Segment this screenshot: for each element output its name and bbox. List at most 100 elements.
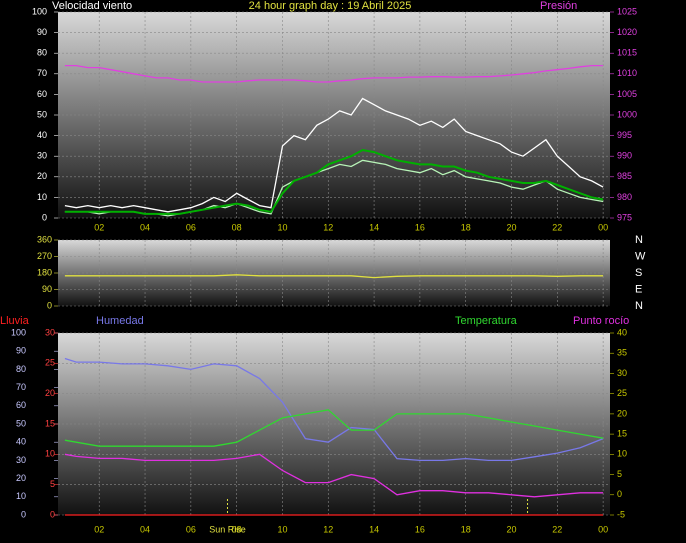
y-tick-label: N bbox=[635, 300, 643, 312]
y-tick-label: 0 bbox=[47, 300, 52, 310]
y-tick-label: 80 bbox=[16, 364, 26, 374]
y-tick-label: 70 bbox=[37, 68, 47, 78]
y-tick-label: 20 bbox=[37, 171, 47, 181]
y-tick-label: 20 bbox=[617, 408, 627, 418]
series-line bbox=[64, 409, 604, 447]
x-tick-label: 20 bbox=[507, 524, 517, 534]
y-tick-label: W bbox=[635, 250, 646, 262]
y-tick-label: N bbox=[635, 234, 643, 246]
y-tick-label: 90 bbox=[37, 27, 47, 37]
x-tick-label: 22 bbox=[552, 222, 562, 232]
y-tick-label: -5 bbox=[617, 509, 625, 519]
y-tick-label: 10 bbox=[617, 449, 627, 459]
y-tick-label: 1000 bbox=[617, 109, 637, 119]
x-tick-label: 00 bbox=[598, 222, 608, 232]
y-tick-label: 995 bbox=[617, 130, 632, 140]
y-tick-label: 15 bbox=[617, 428, 627, 438]
x-tick-label: 14 bbox=[369, 222, 379, 232]
y-tick-label: 50 bbox=[16, 418, 26, 428]
y-tick-label: 270 bbox=[37, 251, 52, 261]
y-tick-label: 60 bbox=[16, 400, 26, 410]
y-tick-label: 1025 bbox=[617, 6, 637, 16]
x-tick-label: 08 bbox=[232, 222, 242, 232]
y-tick-label: 1005 bbox=[617, 89, 637, 99]
legend-label: Lluvia bbox=[0, 315, 30, 327]
x-tick-label: 08 bbox=[232, 524, 242, 534]
y-tick-label: 30 bbox=[617, 368, 627, 378]
y-tick-label: 40 bbox=[617, 327, 627, 337]
y-tick-label: 980 bbox=[617, 192, 632, 202]
y-tick-label: 60 bbox=[37, 89, 47, 99]
y-tick-label: 40 bbox=[16, 437, 26, 447]
legend-label: Humedad bbox=[96, 315, 144, 327]
y-tick-label: 25 bbox=[45, 358, 55, 368]
y-tick-label: 0 bbox=[617, 489, 622, 499]
x-tick-label: 16 bbox=[415, 524, 425, 534]
series-line bbox=[64, 274, 604, 279]
y-tick-label: 30 bbox=[45, 327, 55, 337]
x-tick-label: 18 bbox=[461, 524, 471, 534]
y-tick-label: 10 bbox=[37, 192, 47, 202]
y-tick-label: 5 bbox=[617, 469, 622, 479]
x-tick-label: 16 bbox=[415, 222, 425, 232]
x-tick-label: 10 bbox=[277, 222, 287, 232]
legend-label: Temperatura bbox=[455, 315, 518, 327]
series-line bbox=[64, 357, 604, 462]
y-tick-label: 0 bbox=[50, 509, 55, 519]
y-tick-label: 70 bbox=[16, 382, 26, 392]
axis-label: Presión bbox=[540, 0, 577, 12]
y-tick-label: 80 bbox=[37, 48, 47, 58]
y-tick-label: 10 bbox=[45, 449, 55, 459]
x-tick-label: 20 bbox=[507, 222, 517, 232]
x-tick-label: 02 bbox=[94, 222, 104, 232]
axis-label: Velocidad viento bbox=[52, 0, 132, 12]
y-tick-label: 0 bbox=[21, 509, 26, 519]
y-tick-label: 20 bbox=[16, 473, 26, 483]
series-line bbox=[64, 64, 604, 83]
y-tick-label: 180 bbox=[37, 267, 52, 277]
x-tick-label: 10 bbox=[277, 524, 287, 534]
x-tick-label: 18 bbox=[461, 222, 471, 232]
y-tick-label: 985 bbox=[617, 171, 632, 181]
y-tick-label: 20 bbox=[45, 388, 55, 398]
y-tick-label: 1010 bbox=[617, 68, 637, 78]
y-tick-label: S bbox=[635, 267, 642, 279]
y-tick-label: 40 bbox=[37, 130, 47, 140]
y-tick-label: E bbox=[635, 283, 642, 295]
series-line bbox=[64, 453, 604, 498]
series-line bbox=[64, 97, 604, 213]
x-tick-label: 04 bbox=[140, 524, 150, 534]
chart-title: 24 hour graph day : 19 Abril 2025 bbox=[249, 0, 412, 12]
y-tick-label: 35 bbox=[617, 348, 627, 358]
x-tick-label: 00 bbox=[598, 524, 608, 534]
y-tick-label: 100 bbox=[11, 327, 26, 337]
y-tick-label: 30 bbox=[16, 455, 26, 465]
legend-label: Punto rocío bbox=[573, 315, 629, 327]
marker-label: Sun Rise bbox=[209, 524, 246, 534]
y-tick-label: 990 bbox=[617, 151, 632, 161]
y-tick-label: 975 bbox=[617, 212, 632, 222]
y-tick-label: 1020 bbox=[617, 27, 637, 37]
x-tick-label: 12 bbox=[323, 524, 333, 534]
x-tick-label: 04 bbox=[140, 222, 150, 232]
y-tick-label: 10 bbox=[16, 491, 26, 501]
y-tick-label: 50 bbox=[37, 109, 47, 119]
y-tick-label: 360 bbox=[37, 234, 52, 244]
x-tick-label: 12 bbox=[323, 222, 333, 232]
y-tick-label: 30 bbox=[37, 151, 47, 161]
x-tick-label: 06 bbox=[186, 222, 196, 232]
series-line bbox=[64, 148, 604, 215]
y-tick-label: 5 bbox=[50, 479, 55, 489]
y-tick-label: 1015 bbox=[617, 48, 637, 58]
y-tick-label: 90 bbox=[42, 284, 52, 294]
y-tick-label: 100 bbox=[32, 6, 47, 16]
x-tick-label: 22 bbox=[552, 524, 562, 534]
y-tick-label: 0 bbox=[42, 212, 47, 222]
x-tick-label: 14 bbox=[369, 524, 379, 534]
y-tick-label: 15 bbox=[45, 418, 55, 428]
x-tick-label: 02 bbox=[94, 524, 104, 534]
y-tick-label: 90 bbox=[16, 346, 26, 356]
y-tick-label: 25 bbox=[617, 388, 627, 398]
x-tick-label: 06 bbox=[186, 524, 196, 534]
